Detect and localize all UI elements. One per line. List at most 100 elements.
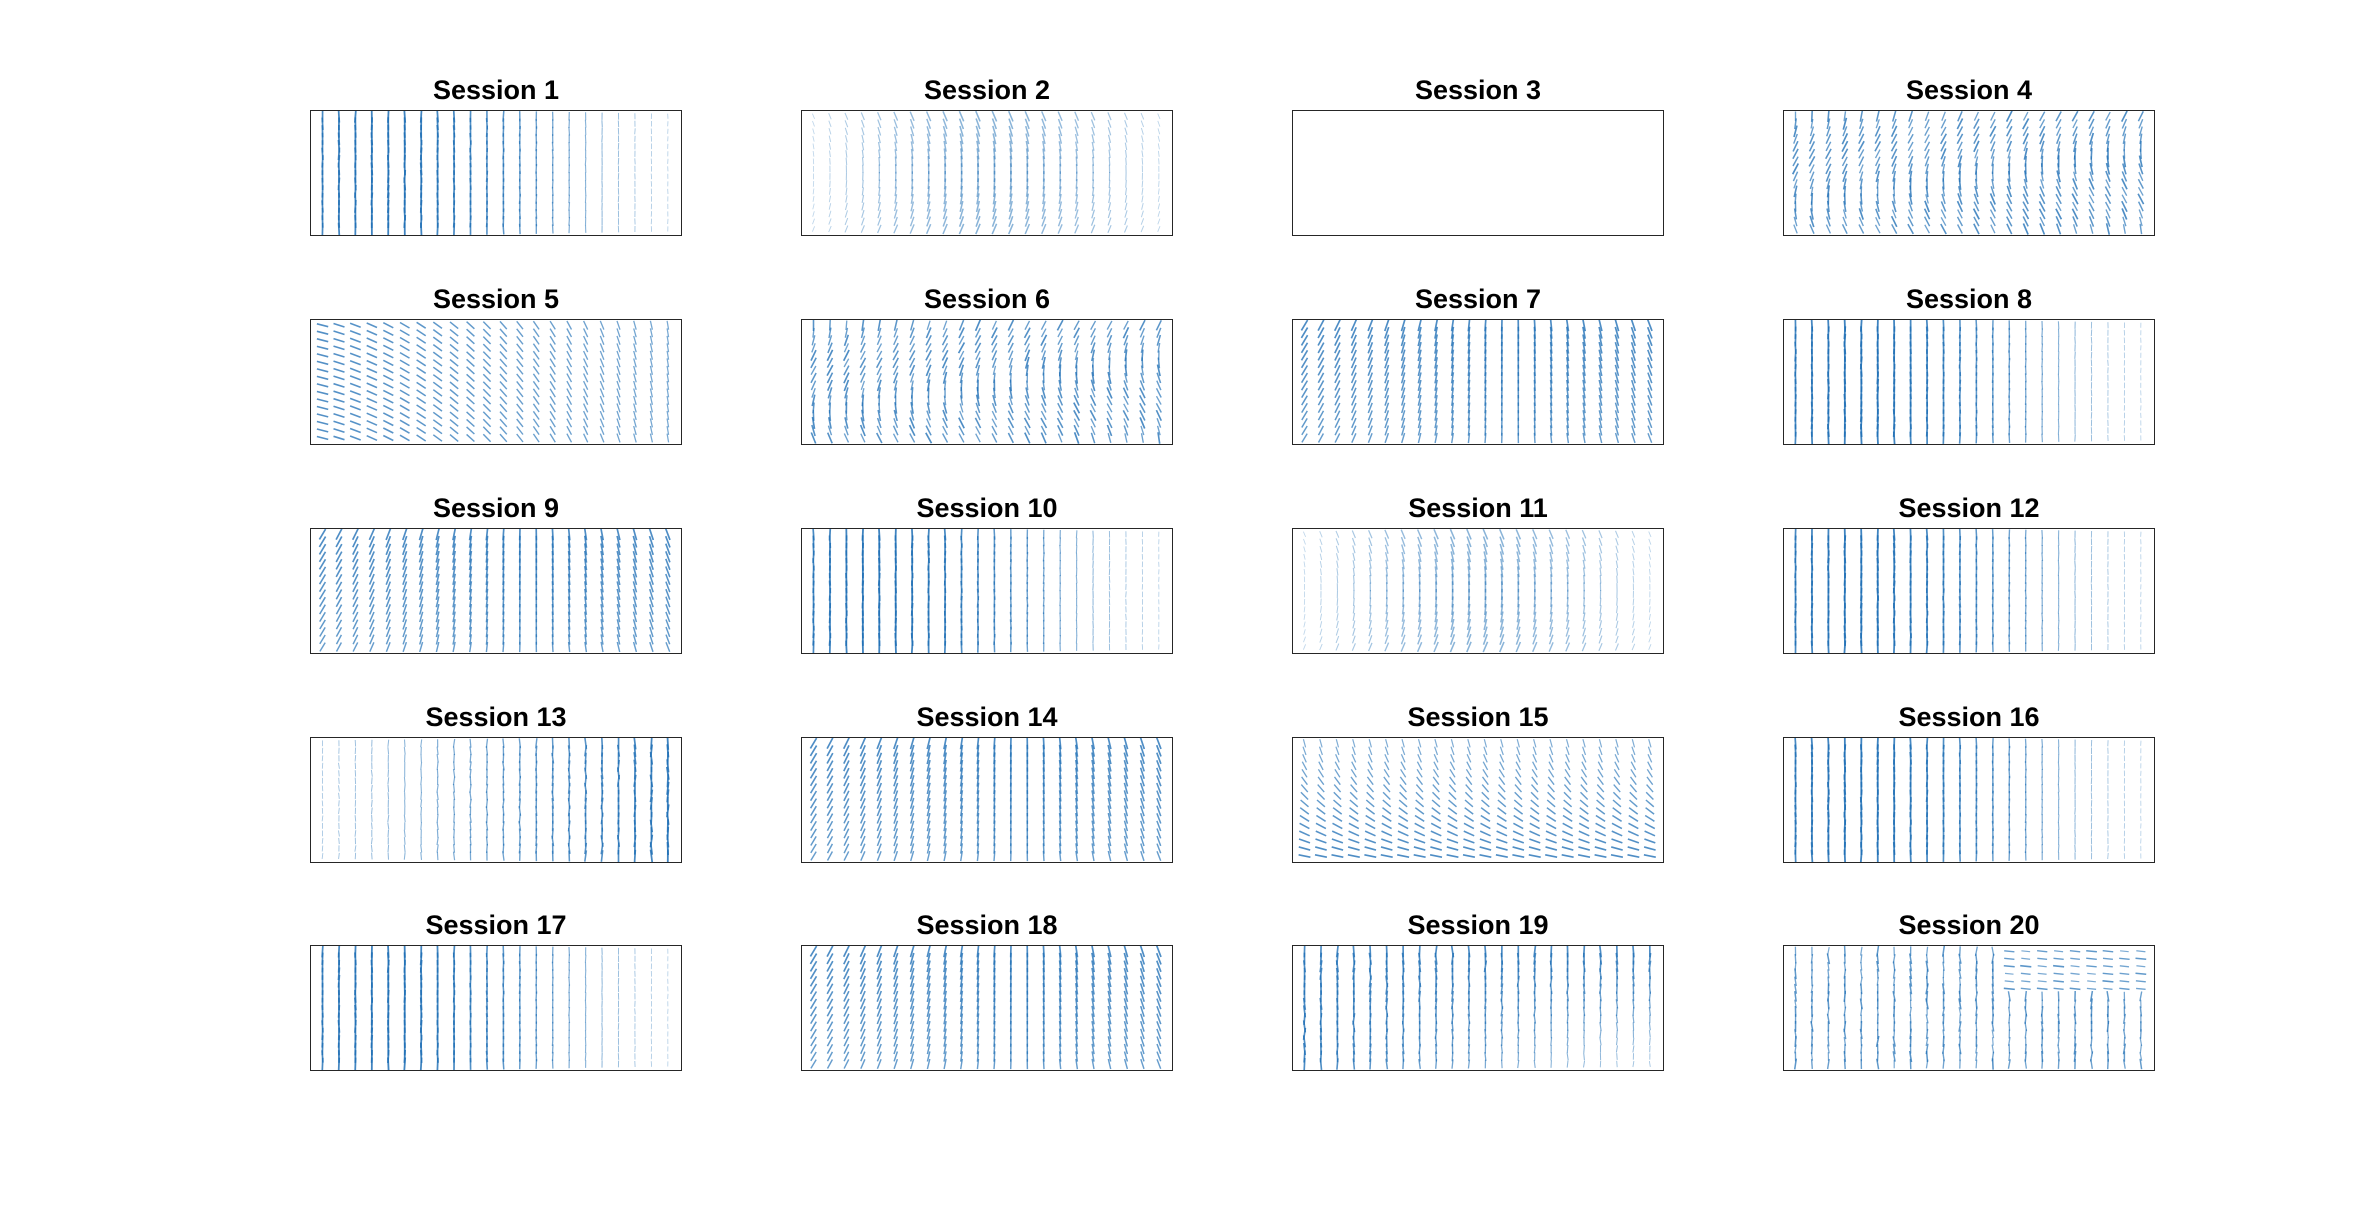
vector-arrow — [1073, 432, 1080, 444]
vector-arrow — [349, 352, 361, 359]
vector-arrow — [1561, 853, 1574, 859]
vector-arrow — [943, 828, 947, 839]
vector-arrow — [943, 133, 948, 145]
vector-arrow — [1123, 835, 1129, 847]
vector-arrow — [632, 529, 638, 541]
vector-arrow — [893, 790, 899, 802]
vector-arrow — [1434, 432, 1438, 444]
vector-arrow — [516, 358, 524, 368]
vector-arrow — [1058, 201, 1063, 212]
panel-title: Session 11 — [1408, 493, 1548, 523]
vector-arrow — [942, 402, 948, 414]
vector-arrow — [1057, 111, 1063, 122]
vector-arrow — [1462, 846, 1475, 851]
vector-arrow — [403, 814, 406, 823]
vector-arrow — [1582, 612, 1586, 622]
vector-arrow — [1549, 417, 1553, 429]
vector-arrow — [1528, 846, 1541, 851]
vector-arrow — [894, 141, 898, 152]
vector-arrow — [1434, 334, 1439, 347]
vector-arrow — [1400, 642, 1406, 652]
vector-arrow — [826, 835, 834, 846]
vector-arrow — [958, 111, 965, 122]
vector-arrow — [1158, 158, 1160, 165]
vector-arrow — [1303, 553, 1306, 560]
vector-arrow — [1431, 814, 1442, 822]
vector-arrow — [485, 581, 489, 593]
vector-arrow — [926, 812, 931, 824]
vector-arrow — [371, 807, 373, 815]
vector-arrow — [1791, 163, 1800, 175]
vector-arrow — [349, 390, 361, 396]
vector-arrow — [942, 118, 948, 130]
vector-arrow — [1546, 814, 1557, 822]
vector-arrow — [1991, 178, 1995, 189]
vector-arrow — [1631, 545, 1635, 553]
vector-arrow — [959, 843, 964, 854]
panel-title: Session 2 — [923, 75, 1051, 105]
vector-arrow — [1433, 529, 1439, 540]
vector-arrow — [1891, 163, 1897, 175]
vector-arrow — [1843, 640, 1847, 653]
vector-arrow — [1041, 125, 1047, 137]
vector-arrow — [1092, 605, 1094, 614]
vector-arrow — [943, 201, 948, 212]
vector-arrow — [666, 343, 670, 353]
vector-arrow — [382, 322, 394, 329]
vector-arrow — [1449, 641, 1456, 653]
vector-arrow — [435, 611, 440, 623]
vector-arrow — [1156, 820, 1162, 832]
vector-arrow — [829, 158, 831, 165]
vector-arrow — [1351, 417, 1357, 429]
vector-arrow — [812, 188, 815, 195]
vector-arrow — [1316, 791, 1326, 801]
vector-arrow — [2055, 208, 2063, 220]
vector-arrow — [910, 186, 914, 197]
vector-arrow — [416, 411, 427, 420]
vector-arrow — [894, 149, 898, 159]
vector-arrow — [349, 412, 361, 419]
vector-arrow — [1842, 170, 1848, 183]
vector-arrow — [2088, 201, 2095, 212]
vector-arrow — [1413, 846, 1426, 851]
vector-arrow — [664, 529, 671, 541]
vector-arrow — [371, 747, 373, 755]
vector-arrow — [1139, 320, 1146, 331]
vector-arrow — [1874, 141, 1882, 152]
vector-arrow — [1630, 402, 1636, 414]
vector-arrow — [1401, 611, 1405, 622]
vector-arrow — [584, 573, 588, 586]
vector-arrow — [1091, 186, 1095, 196]
vector-arrow — [810, 820, 817, 831]
vector-arrow — [826, 349, 834, 362]
vector-arrow — [1106, 410, 1113, 421]
vector-arrow — [861, 209, 865, 218]
vector-arrow — [1631, 530, 1636, 538]
vector-arrow — [382, 434, 394, 442]
vector-arrow — [877, 224, 882, 234]
vector-arrow — [402, 641, 408, 653]
vector-arrow — [368, 543, 375, 556]
vector-arrow — [371, 814, 373, 822]
vector-arrow — [382, 344, 394, 351]
vector-arrow — [1631, 425, 1636, 436]
vector-arrow — [1598, 410, 1603, 421]
vector-arrow — [402, 603, 408, 615]
vector-arrow — [1056, 320, 1064, 331]
vector-arrow — [1417, 341, 1422, 354]
vector-arrow — [1467, 334, 1471, 347]
vector-arrow — [551, 790, 555, 802]
vector-arrow — [1466, 536, 1472, 548]
vector-arrow — [2041, 381, 2044, 390]
vector-arrow — [1891, 118, 1897, 129]
vector-arrow — [1124, 433, 1128, 443]
vector-arrow — [860, 112, 865, 121]
vector-arrow — [2055, 126, 2062, 136]
vector-arrow — [1827, 431, 1830, 444]
vector-arrow — [1532, 634, 1538, 645]
vector-arrow — [599, 328, 605, 338]
vector-arrow — [1365, 807, 1376, 815]
vector-arrow — [1649, 576, 1651, 583]
vector-arrow — [926, 738, 931, 750]
vector-arrow — [354, 815, 357, 822]
